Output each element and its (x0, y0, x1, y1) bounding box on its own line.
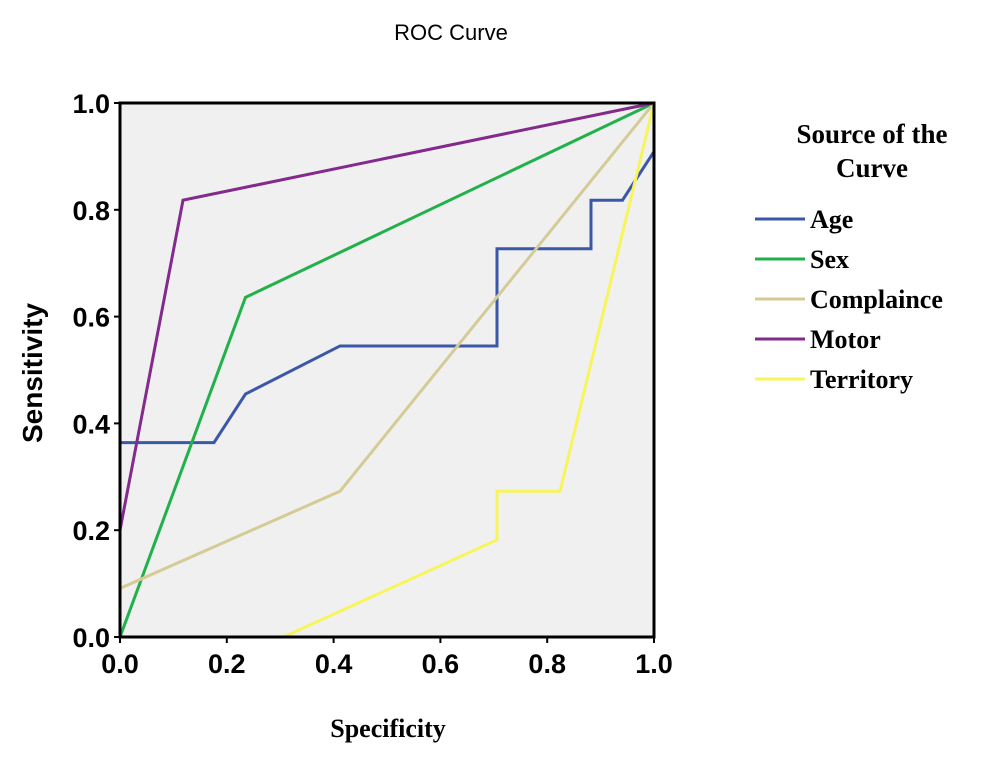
plot-frame (118, 101, 656, 639)
x-axis-label: Specificity (330, 714, 446, 743)
series-line-sex (118, 101, 655, 638)
y-axis-label: Sensitivity (17, 303, 48, 443)
x-tick-label: 1.0 (635, 649, 673, 679)
legend-label: Complaince (810, 285, 943, 314)
legend-item-motor: Motor (755, 325, 881, 354)
legend-label: Sex (810, 245, 849, 274)
series-line-motor (118, 101, 655, 531)
legend-label: Age (810, 205, 853, 234)
plot-area (120, 103, 654, 637)
legend-item-sex: Sex (755, 245, 849, 274)
x-tick-label: 0.6 (422, 649, 460, 679)
x-tick-label: 0.0 (101, 649, 139, 679)
x-tick-label: 0.4 (315, 649, 353, 679)
legend: Source of the Curve Age Sex Complaince Moto… (755, 119, 948, 394)
series-line-complaince (119, 102, 656, 590)
y-axis: 0.0 0.2 0.4 0.6 0.8 1.0 (72, 89, 120, 653)
y-tick-label: 0.2 (72, 516, 110, 546)
legend-item-territory: Territory (755, 365, 913, 394)
legend-title-line-1: Source of the (797, 119, 948, 149)
legend-items: Age Sex Complaince Motor Territory (755, 205, 943, 394)
chart-title: ROC Curve (394, 20, 508, 45)
x-tick-label: 0.2 (208, 649, 246, 679)
series-layer (118, 101, 656, 639)
legend-label: Motor (810, 325, 881, 354)
series-line-territory (282, 102, 656, 639)
legend-title-line-2: Curve (836, 153, 908, 183)
y-tick-label: 1.0 (72, 89, 110, 119)
y-tick-label: 0.6 (72, 303, 110, 333)
y-tick-label: 0.4 (72, 409, 110, 439)
legend-item-complaince: Complaince (755, 285, 943, 314)
y-tick-label: 0.8 (72, 196, 110, 226)
legend-item-age: Age (755, 205, 853, 234)
x-tick-label: 0.8 (528, 649, 566, 679)
y-tick-label: 0.0 (72, 623, 110, 653)
x-axis: 0.0 0.2 0.4 0.6 0.8 1.0 (101, 637, 673, 679)
legend-label: Territory (810, 365, 913, 394)
